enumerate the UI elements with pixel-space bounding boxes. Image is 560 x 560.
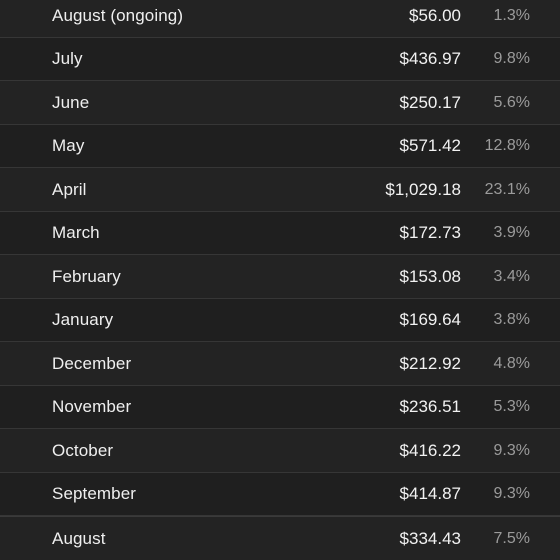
percent-value: 9.3% — [493, 485, 530, 502]
amount-value: $416.22 — [399, 441, 461, 460]
list-item[interactable]: December $212.92 4.8% — [0, 343, 560, 386]
list-item[interactable]: June $250.17 5.6% — [0, 82, 560, 125]
month-label: January — [52, 310, 114, 329]
month-label: August (ongoing) — [52, 6, 184, 25]
percent-value: 3.8% — [493, 311, 530, 328]
month-label: February — [52, 267, 121, 286]
amount-value: $56.00 — [409, 6, 461, 25]
list-item[interactable]: April $1,029.18 23.1% — [0, 169, 560, 212]
list-item[interactable]: August $334.43 7.5% — [0, 516, 560, 560]
month-label: June — [52, 93, 90, 112]
amount-value: $571.42 — [399, 136, 461, 155]
amount-value: $172.73 — [399, 223, 461, 242]
month-label: October — [52, 441, 114, 460]
amount-value: $153.08 — [399, 267, 461, 286]
month-label: March — [52, 223, 100, 242]
amount-value: $414.87 — [399, 484, 461, 503]
list-item[interactable]: January $169.64 3.8% — [0, 299, 560, 342]
list-item[interactable]: February $153.08 3.4% — [0, 256, 560, 299]
amount-value: $250.17 — [399, 93, 461, 112]
percent-value: 5.6% — [493, 94, 530, 111]
percent-value: 1.3% — [493, 7, 530, 24]
amount-value: $169.64 — [399, 310, 461, 329]
month-label: November — [52, 397, 132, 416]
amount-value: $436.97 — [399, 49, 461, 68]
list-item[interactable]: October $416.22 9.3% — [0, 430, 560, 473]
list-item[interactable]: September $414.87 9.3% — [0, 473, 560, 516]
percent-value: 12.8% — [484, 137, 530, 154]
percent-value: 5.3% — [493, 398, 530, 415]
month-label: April — [52, 180, 87, 199]
list-item[interactable]: July $436.97 9.8% — [0, 38, 560, 81]
month-label: September — [52, 484, 137, 503]
amount-value: $1,029.18 — [385, 180, 461, 199]
percent-value: 3.4% — [493, 268, 530, 285]
list-item[interactable]: March $172.73 3.9% — [0, 212, 560, 255]
month-label: July — [52, 49, 83, 68]
percent-value: 7.5% — [493, 529, 530, 547]
list-item[interactable]: May $571.42 12.8% — [0, 125, 560, 168]
month-label: August — [52, 528, 106, 548]
percent-value: 9.3% — [493, 442, 530, 459]
amount-value: $236.51 — [399, 397, 461, 416]
amount-value: $212.92 — [399, 354, 461, 373]
month-label: December — [52, 354, 132, 373]
percent-value: 9.8% — [493, 50, 530, 67]
percent-value: 3.9% — [493, 224, 530, 241]
percent-value: 4.8% — [493, 355, 530, 372]
percent-value: 23.1% — [484, 181, 530, 198]
list-item[interactable]: November $236.51 5.3% — [0, 386, 560, 429]
list-item[interactable]: August (ongoing) $56.00 1.3% — [0, 0, 560, 38]
month-label: May — [52, 136, 85, 155]
amount-value: $334.43 — [399, 528, 461, 548]
